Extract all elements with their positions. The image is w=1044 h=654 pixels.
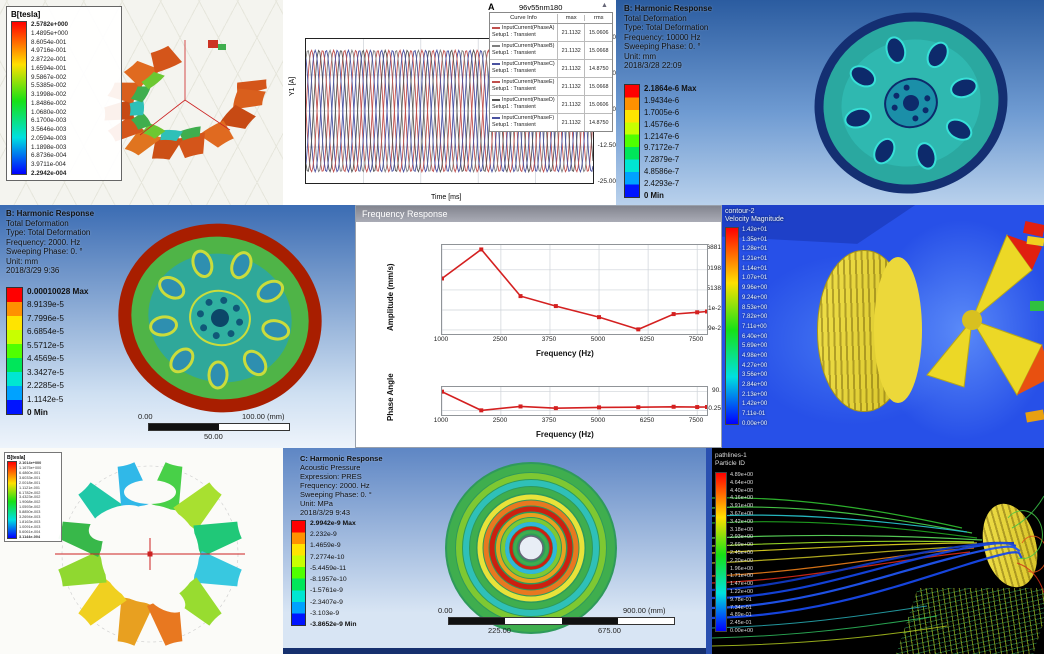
ruler-label-675: 675.00 (598, 626, 621, 635)
panel-harmonic-2000hz: B: Harmonic Response Total Deformation Typ… (0, 205, 355, 451)
amp-y-axis-label: Amplitude (mm/s) (386, 263, 395, 331)
ruler-label-225: 225.00 (488, 626, 511, 635)
plot-title: A (488, 2, 495, 12)
colorbar-values: 2.9942e-9 Max 2.232e-9 1.4659e-9 7.2774e-10… (310, 520, 357, 628)
table-row: InputCurrent(PhaseF) Setup1 : Transient 2… (490, 114, 612, 131)
col-curve-info: Curve Info (490, 13, 558, 23)
result-header: B: Harmonic Response Total Deformation Typ… (624, 4, 713, 70)
table-row: InputCurrent(PhaseD) Setup1 : Transient 2… (490, 96, 612, 114)
contour-name: contour-2 (725, 208, 755, 215)
wheel-model (814, 12, 1008, 194)
panel-maxwell-rotor: B[tesla] 2.1014e+000 1.1675e+000 6.4860e-0… (0, 448, 283, 654)
series-color-swatch (492, 80, 500, 83)
result-header: C: Harmonic Response Acoustic Pressure Exp… (300, 454, 383, 517)
panel-harmonic-10000hz: B: Harmonic Response Total Deformation Typ… (616, 0, 1044, 205)
field-ring (55, 461, 245, 647)
phase-plot-area (440, 386, 709, 416)
ruler-label-0: 0.00 (138, 412, 153, 421)
amplitude-curve (440, 245, 709, 334)
coordinate-triad (139, 40, 231, 136)
scroll-up-icon[interactable]: ▲ (601, 2, 608, 9)
colorbar-values: 2.1864e-6 Max 1.9434e-6 1.7005e-6 1.4576e-6… (644, 84, 697, 200)
colorbar-title: B[tesla] (11, 10, 41, 19)
impeller-side-face (874, 257, 922, 403)
panel-current-plot: A 96v55nm180 ▲ Y1 [A] 25.0012.500.00-12.… (283, 0, 616, 207)
panel-acoustic-pressure: C: Harmonic Response Acoustic Pressure Exp… (283, 448, 712, 654)
amp-x-ticks: 1000 2500 3750 5000 6250 7500 (433, 336, 704, 343)
panel-frequency-response: Frequency Response Amplitude (mm/s) 1.68… (355, 205, 722, 448)
scale-ruler (448, 617, 675, 625)
phase-x-ticks: 1000 2500 3750 5000 6250 7500 (433, 417, 704, 424)
series-color-swatch (492, 62, 500, 65)
colorbar-pressure: 2.9942e-9 Max 2.232e-9 1.4659e-9 7.2774e-10… (291, 520, 356, 628)
series-color-swatch (492, 26, 500, 29)
phase-curve (440, 387, 709, 415)
colorbar-deformation: 2.1864e-6 Max 1.9434e-6 1.7005e-6 1.4576e-6… (624, 84, 696, 200)
colorbar-values: 2.5782e+000 1.4895e+000 8.6054e-001 4.9716e… (31, 21, 68, 177)
scale-ruler (148, 423, 290, 431)
table-row: InputCurrent(PhaseE) Setup1 : Transient 2… (490, 78, 612, 96)
colorbar-gradient (11, 21, 27, 175)
series-color-swatch (492, 116, 500, 119)
pathlines-quantity: Particle ID (715, 459, 745, 467)
panel-maxwell-torus: B[tesla] 2.5782e+000 1.4895e+000 8.6054e-0… (0, 0, 283, 205)
y-axis-label: Y1 [A] (289, 76, 296, 96)
acoustic-disc (445, 462, 617, 634)
colorbar-title: contour-2 Velocity Magnitude (725, 208, 784, 224)
amplitude-plot-area (440, 244, 709, 335)
col-rms: rms (593, 15, 604, 21)
colorbar-gradient (6, 287, 23, 415)
ruler-label-900: 900.00 (mm) (623, 606, 666, 615)
colorbar-gradient (715, 472, 727, 632)
ruler-label-100: 100.00 (mm) (242, 412, 285, 421)
x-axis-label: Time [ms] (431, 194, 462, 201)
amp-x-axis-label: Frequency (Hz) (536, 349, 594, 358)
panel-pathlines: pathlines-1 Particle ID 4.89e+00 4.64e+00… (712, 448, 1044, 654)
window-label: 96v55nm180 (519, 3, 563, 12)
panel-cfd-contour: contour-2 Velocity Magnitude 1.42e+01 1.3… (722, 205, 1044, 448)
colorbar-gradient (7, 461, 17, 539)
curve-info-table: Curve Info max rms InputCurrent(PhaseA) S… (489, 12, 613, 132)
colorbar-title: B[tesla] (7, 455, 26, 461)
pathlines-name: pathlines-1 (715, 452, 747, 459)
col-max: max (558, 15, 586, 21)
series-color-swatch (492, 98, 500, 101)
series-color-swatch (492, 44, 500, 47)
colorbar-values: 1.42e+01 1.35e+01 1.28e+01 1.21e+01 1.14e+01… (742, 227, 768, 427)
window-bottom-strip (283, 648, 712, 654)
result-header: B: Harmonic Response Total Deformation Typ… (6, 209, 95, 275)
colorbar-values: 4.89e+00 4.64e+00 4.40e+00 4.16e+00 3.91e+00… (730, 472, 754, 634)
colorbar-values: 2.1014e+000 1.1675e+000 6.4860e-001 3.6033e… (19, 461, 42, 539)
table-row: InputCurrent(PhaseC) Setup1 : Transient 2… (490, 60, 612, 78)
contour-quantity: Velocity Magnitude (725, 216, 784, 223)
colorbar-b-tesla-bottom: B[tesla] 2.1014e+000 1.1675e+000 6.4860e-0… (4, 452, 62, 542)
colorbar-gradient (725, 227, 739, 425)
colorbar-deformation: 0.00010028 Max 8.9139e-5 7.7996e-5 6.6854e-… (6, 287, 88, 417)
phase-x-axis-label: Frequency (Hz) (536, 430, 594, 439)
colorbar-values: 0.00010028 Max 8.9139e-5 7.7996e-5 6.6854e-… (27, 287, 89, 417)
colorbar-b-tesla-top: B[tesla] 2.5782e+000 1.4895e+000 8.6054e-0… (6, 6, 122, 181)
colorbar-velocity: 1.42e+01 1.35e+01 1.28e+01 1.21e+01 1.14e+01… (725, 227, 767, 427)
colorbar-gradient (291, 520, 306, 626)
ruler-label-0: 0.00 (438, 606, 453, 615)
colorbar-particle-id: 4.89e+00 4.64e+00 4.40e+00 4.16e+00 3.91e+00… (715, 472, 753, 634)
colorbar-title: pathlines-1 Particle ID (715, 452, 747, 467)
wheel-model (118, 223, 322, 413)
phase-y-axis-label: Phase Angle (386, 373, 395, 421)
ruler-label-50: 50.00 (204, 432, 223, 441)
window-side-strip (706, 448, 712, 654)
torus-coil-model (104, 40, 267, 160)
streamlines (712, 495, 1044, 647)
table-row: InputCurrent(PhaseA) Setup1 : Transient 2… (490, 24, 612, 42)
propeller-blades (926, 221, 1044, 423)
table-row: InputCurrent(PhaseB) Setup1 : Transient 2… (490, 42, 612, 60)
window-title-bar[interactable]: Frequency Response (356, 206, 721, 222)
colorbar-gradient (624, 84, 640, 198)
